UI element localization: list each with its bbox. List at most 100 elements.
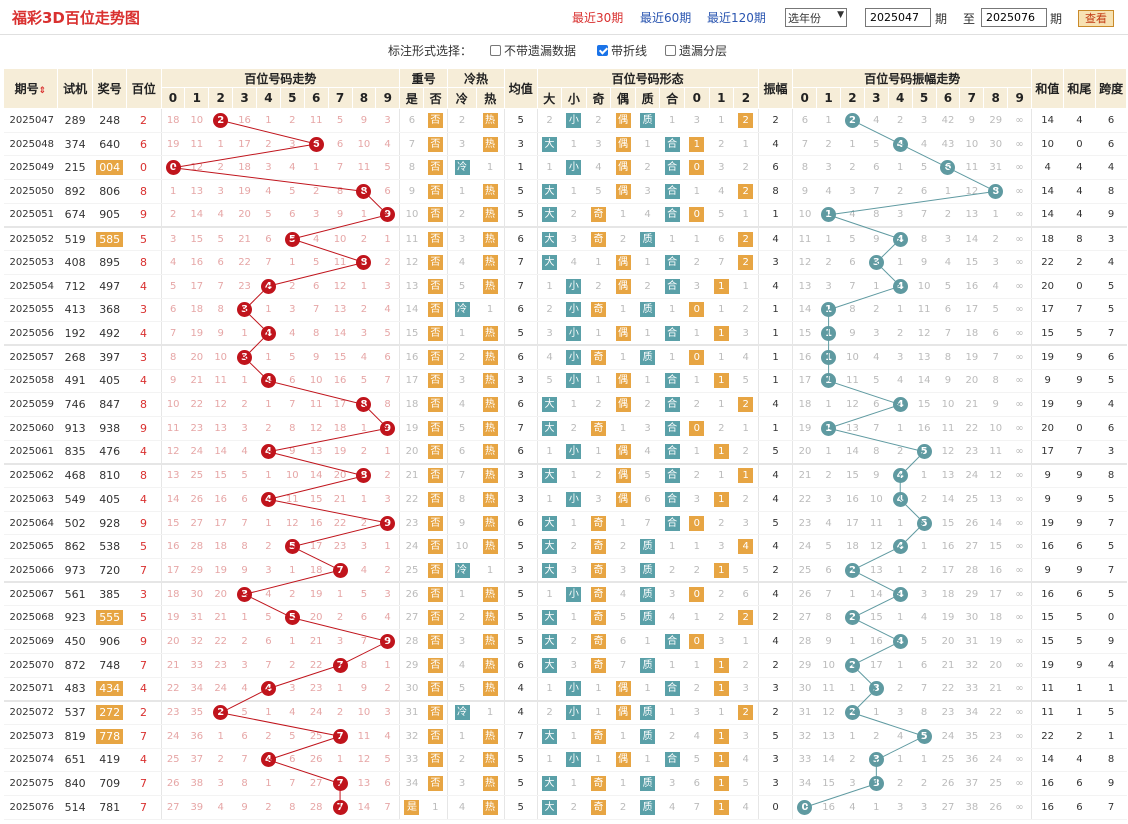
sum-tail-cell: 4: [1063, 179, 1096, 204]
option-layered[interactable]: 遗漏分层: [665, 42, 727, 59]
amp-trend-cell: 32: [959, 653, 984, 678]
option-polyline[interactable]: 带折线: [597, 42, 647, 59]
option-layered-label: 遗漏分层: [679, 44, 728, 58]
amp-trend-cell: 15: [792, 321, 817, 346]
recent-30-link[interactable]: 最近30期: [572, 11, 624, 25]
recent-120-link[interactable]: 最近120期: [707, 11, 766, 25]
form-badge: 奇: [590, 586, 606, 602]
sum-tail-cell: 6: [1063, 795, 1096, 820]
amp-trend-cell: 23: [959, 440, 984, 465]
sort-icon[interactable]: ⇕: [38, 86, 47, 96]
amp-trend-cell: 2: [912, 771, 937, 796]
form-cell: 0: [684, 298, 710, 323]
form-cell: 3: [709, 155, 734, 181]
trend-ball: 9: [380, 207, 396, 223]
to-period-input[interactable]: [981, 8, 1047, 27]
trend-ball: 2: [213, 112, 229, 128]
period-cell: 2025060: [3, 416, 58, 441]
span-cell: 4: [1095, 155, 1127, 181]
trend-cell: 39: [184, 795, 209, 820]
trend-cell: 23: [208, 653, 233, 678]
checkbox-layered[interactable]: [665, 45, 676, 56]
trend-cell: 17: [232, 132, 257, 157]
col-period[interactable]: 期号⇕: [3, 68, 58, 109]
form-cell: 2: [733, 699, 759, 725]
amp-trend-cell: 19: [936, 605, 960, 631]
amp-trend-cell: 22: [936, 677, 960, 702]
hot-badge: 热: [482, 112, 498, 128]
checkbox-no-miss[interactable]: [490, 45, 501, 56]
year-select-value: 选年份: [788, 12, 821, 25]
from-period-input[interactable]: [865, 8, 931, 27]
form-badge: 质: [640, 349, 656, 365]
amp-trend-cell: 8: [864, 203, 889, 228]
table-row: 2025072 537 272 2 23 35 2 5 1 4 24 2 10 3 31 否冷 1 4 2 小 1 偶质 1…: [3, 699, 1127, 725]
amp-trend-cell: 11: [792, 225, 817, 252]
trend-cell: 5: [280, 724, 305, 749]
amp-trend-cell: ∞: [1007, 132, 1032, 157]
amp-trend-cell: 2: [840, 558, 865, 583]
form-cell: 5: [684, 748, 710, 773]
digit-header: 1: [184, 87, 210, 109]
amp-trend-cell: 22: [792, 487, 817, 512]
sum-tail-cell: 6: [1063, 581, 1096, 607]
amp-trend-cell: 16: [792, 344, 817, 370]
amp-trend-cell: 9: [959, 108, 984, 133]
form-cell: 合: [659, 416, 685, 441]
hotcold-cell: 8: [447, 487, 477, 512]
form-badge: 0: [689, 349, 705, 365]
trend-cell: 13: [160, 462, 185, 488]
trend-cell: 10: [352, 132, 376, 157]
amp-trend-cell: 4: [864, 344, 889, 370]
amp-trend-cell: 1: [816, 321, 841, 346]
draw-number-cell: 847: [92, 392, 127, 417]
sum-cell: 16: [1031, 581, 1064, 607]
amp-trend-cell: 15: [912, 392, 937, 417]
trend-ball: 7: [332, 799, 348, 815]
mean-cell: 5: [503, 605, 537, 631]
hotcold-cell: 热: [476, 581, 505, 607]
view-button[interactable]: 查看: [1078, 10, 1114, 27]
trend-cell: 8: [232, 534, 257, 560]
checkbox-polyline[interactable]: [597, 45, 608, 56]
trend-ball: 7: [332, 657, 348, 673]
hotcold-cell: 6: [447, 440, 477, 465]
hotcold-cell: 热: [476, 416, 505, 441]
form-badge: 1: [738, 468, 754, 484]
form-cell: 2: [586, 108, 611, 133]
trend-cell: 5: [208, 225, 233, 252]
form-badge: 大: [542, 657, 558, 673]
span-cell: 9: [1095, 629, 1127, 654]
amp-trend-cell: 6: [840, 250, 865, 275]
hotcold-cell: 热: [476, 321, 505, 346]
period-cell: 2025051: [3, 203, 58, 228]
trend-cell: 6: [232, 487, 257, 512]
trend-cell: 19: [160, 132, 185, 157]
form-badge: 2: [738, 254, 754, 270]
year-select[interactable]: 选年份 ▼: [785, 8, 847, 27]
sum-cell: 14: [1031, 179, 1064, 204]
trend-cell: 18: [232, 155, 257, 181]
option-no-miss[interactable]: 不带遗漏数据: [490, 42, 576, 59]
hotcold-cell: 热: [476, 724, 505, 749]
recent-60-link[interactable]: 最近60期: [640, 11, 692, 25]
amp-trend-cell: 2: [983, 225, 1008, 252]
form-cell: 5: [709, 203, 734, 228]
repeat-cell: 否: [423, 487, 448, 512]
hotcold-cell: 2: [447, 108, 477, 133]
hot-badge: 热: [482, 349, 498, 365]
form-cell: 3: [733, 511, 759, 536]
amp-ball: 4: [892, 231, 908, 247]
trend-cell: 21: [304, 629, 329, 654]
hot-badge: 热: [482, 136, 498, 152]
hot-badge: 热: [482, 752, 498, 768]
digit-header: 3: [232, 87, 257, 109]
form-badge: 合: [664, 444, 680, 460]
form-cell: 0: [684, 155, 710, 181]
trend-cell: 4: [256, 369, 281, 394]
col-amp-trend: 百位号码振幅走势: [792, 68, 1033, 88]
form-badge: 0: [689, 633, 705, 649]
repeat-header: 是: [399, 87, 425, 109]
hot-badge: 热: [482, 183, 498, 199]
draw-number-cell: 640: [92, 132, 127, 157]
